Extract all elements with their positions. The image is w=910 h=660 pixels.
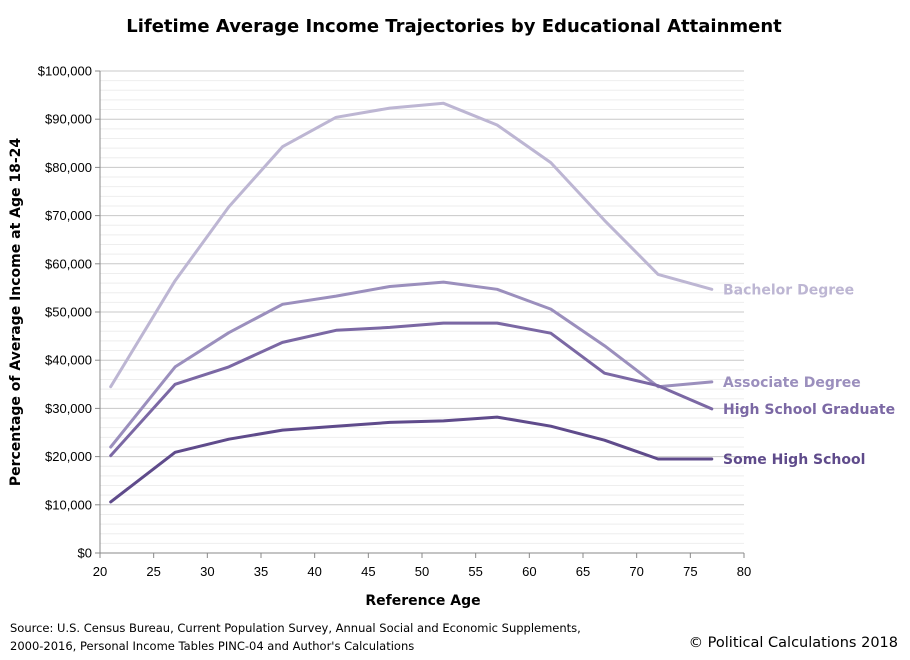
source-line-1: Source: U.S. Census Bureau, Current Popu… (10, 621, 581, 635)
x-tick-label: 25 (146, 564, 160, 579)
x-tick-label: 70 (629, 564, 643, 579)
y-tick-label: $20,000 (45, 449, 92, 464)
x-tick-label: 65 (576, 564, 590, 579)
x-axis-ticks: 20 25 30 35 40 45 50 55 60 65 70 75 80 (93, 553, 751, 579)
x-tick-label: 75 (683, 564, 697, 579)
series-label-1: Associate Degree (723, 375, 861, 391)
x-tick-label: 50 (415, 564, 429, 579)
series-labels: Bachelor Degree Associate Degree High Scho… (723, 282, 895, 468)
y-tick-label: $0 (78, 546, 92, 561)
series-line-0 (109, 101, 714, 389)
y-axis-label: Percentage of Average Income at Age 18-2… (8, 138, 24, 487)
y-tick-label: $90,000 (45, 112, 92, 127)
y-tick-label: $10,000 (45, 497, 92, 512)
y-tick-label: $60,000 (45, 256, 92, 271)
chart-title: Lifetime Average Income Trajectories by … (126, 16, 782, 37)
major-gridlines (100, 70, 744, 506)
minor-gridlines (100, 80, 744, 544)
copyright-notice: © Political Calculations 2018 (688, 635, 898, 651)
source-footnote: Source: U.S. Census Bureau, Current Popu… (10, 619, 581, 655)
y-axis-ticks: $0 $10,000 $20,000 $30,000 $40,000 $50,000 $60… (38, 64, 100, 561)
series-label-2: High School Graduate (723, 402, 895, 418)
y-tick-label: $100,000 (38, 64, 92, 79)
y-tick-label: $50,000 (45, 305, 92, 320)
series-label-3: Some High School (723, 452, 865, 468)
source-line-2: 2000-2016, Personal Income Tables PINC-0… (10, 639, 415, 653)
series-lines (109, 101, 714, 504)
x-tick-label: 80 (737, 564, 751, 579)
y-tick-label: $80,000 (45, 160, 92, 175)
x-tick-label: 55 (468, 564, 482, 579)
series-line-3 (109, 415, 714, 504)
x-tick-label: 35 (254, 564, 268, 579)
x-tick-label: 40 (307, 564, 321, 579)
y-tick-label: $30,000 (45, 401, 92, 416)
x-tick-label: 20 (93, 564, 107, 579)
series-line-1 (109, 280, 714, 449)
x-tick-label: 60 (522, 564, 536, 579)
x-tick-label: 45 (361, 564, 375, 579)
y-tick-label: $70,000 (45, 208, 92, 223)
series-line-2 (109, 321, 714, 458)
x-tick-label: 30 (200, 564, 214, 579)
x-axis-label: Reference Age (365, 593, 480, 609)
series-label-0: Bachelor Degree (723, 282, 854, 298)
y-tick-label: $40,000 (45, 353, 92, 368)
